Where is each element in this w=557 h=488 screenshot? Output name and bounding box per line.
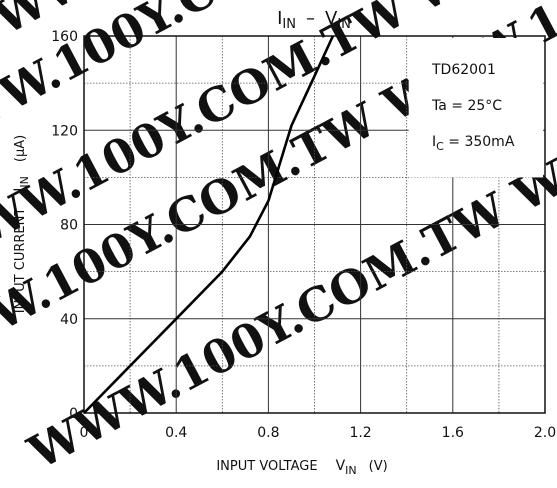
x-tick-labels: 0 0.4 0.8 1.2 1.6 2.0 bbox=[80, 425, 557, 441]
series-line-iin bbox=[83, 35, 335, 414]
x-axis-label: INPUT VOLTAGE VIN (V) bbox=[216, 458, 387, 477]
chart-title: IIN – VIN bbox=[277, 8, 351, 32]
annotation-ic: IC = 350mA bbox=[432, 134, 515, 153]
y-tick-label: 120 bbox=[51, 123, 78, 139]
y-tick-label: 80 bbox=[60, 218, 78, 234]
x-tick-label: 0 bbox=[80, 425, 89, 441]
y-tick-label: 160 bbox=[51, 29, 78, 45]
annotation-background bbox=[408, 38, 543, 178]
y-tick-labels: 0 40 80 120 160 bbox=[51, 29, 78, 422]
plot-frame bbox=[83, 35, 546, 414]
annotation-ta: Ta = 25°C bbox=[431, 98, 502, 114]
x-tick-label: 2.0 bbox=[534, 425, 556, 441]
y-tick-label: 0 bbox=[69, 406, 78, 422]
y-axis-label: INPUT CURRENTIIN(μA) bbox=[12, 135, 31, 313]
x-tick-label: 0.4 bbox=[165, 425, 187, 441]
x-tick-label: 1.6 bbox=[442, 425, 464, 441]
annotation-device: TD62001 bbox=[431, 62, 496, 78]
annotation-box bbox=[408, 38, 543, 178]
x-tick-label: 1.2 bbox=[349, 425, 371, 441]
y-tick-label: 40 bbox=[60, 312, 78, 328]
x-tick-label: 0.8 bbox=[257, 425, 279, 441]
series-group bbox=[83, 35, 335, 414]
